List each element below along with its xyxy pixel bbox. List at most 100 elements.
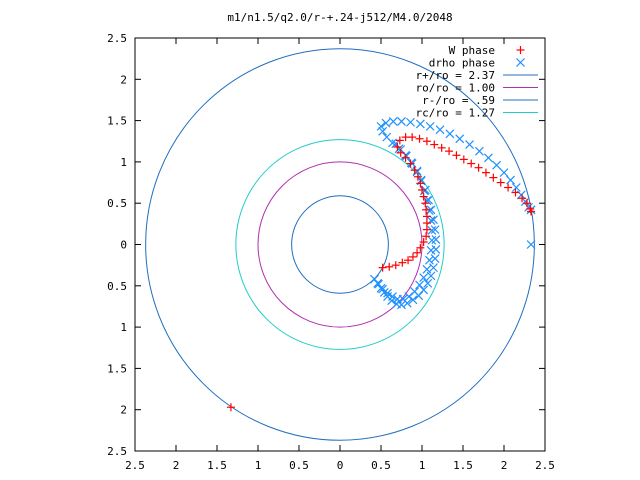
drho-phase-point-54: [391, 139, 401, 149]
drho-phase-point-45: [483, 153, 493, 163]
w-phase-point-40: [504, 183, 513, 192]
w-phase-point-33: [452, 151, 461, 160]
y-tick-label: 2.5: [107, 32, 127, 45]
drho-phase-point-38: [415, 119, 425, 129]
series-markers: [226, 117, 536, 412]
w-phase-point-21: [406, 159, 415, 168]
drho-phase-point-40: [435, 125, 445, 135]
y-tick-label: 2.5: [107, 445, 127, 458]
w-phase-point-13: [422, 212, 431, 221]
w-phase-point-37: [481, 168, 490, 177]
w-phase-point-39: [496, 178, 505, 187]
w-phase-point-32: [445, 147, 454, 156]
w-phase-point-4: [398, 258, 407, 267]
legend-entry-5: r-/ro = .59: [422, 94, 538, 107]
w-phase-point-8: [416, 243, 425, 252]
drho-phase-point-74: [392, 294, 402, 304]
drho-phase-point-77: [378, 284, 388, 294]
w-phase-point-25: [395, 136, 404, 145]
x-tick-label: 1: [419, 459, 426, 472]
drho-phase-point-47: [499, 168, 509, 178]
w-phase-point-19: [413, 172, 422, 181]
x-tick-label: 2: [501, 459, 508, 472]
legend-entry-6: rc/ro = 1.27: [416, 107, 538, 120]
w-phase-point-28: [415, 134, 424, 143]
drho-phase-point-14: [423, 278, 433, 288]
drho-phase-point-51: [520, 197, 530, 206]
x-tick-label: 2.5: [125, 459, 145, 472]
drho-phase-point-20: [430, 225, 440, 235]
legend-label: rc/ro = 1.27: [416, 107, 495, 120]
drho-phase-point-33: [376, 121, 386, 131]
drho-phase-point-67: [424, 255, 434, 265]
drho-phase-point-46: [492, 160, 502, 170]
w-phase-point-24: [393, 143, 402, 152]
y-tick-label: 1.5: [107, 362, 127, 375]
x-tick-label: 1.5: [453, 459, 473, 472]
drho-phase-point-66: [426, 245, 436, 255]
w-phase-point-41: [511, 188, 520, 197]
y-tick-label: 1: [120, 156, 127, 169]
x-tick-label: 0.5: [371, 459, 391, 472]
drho-phase-point-44: [474, 146, 484, 156]
circle-2: [257, 161, 423, 328]
x-tick-label: 2.5: [535, 459, 555, 472]
drho-phase-point-9: [397, 300, 406, 310]
y-tick-label: 1: [120, 321, 127, 334]
legend-marker: [516, 58, 525, 67]
x-tick-label: 1.5: [207, 459, 227, 472]
drho-phase-point-48: [506, 175, 515, 185]
circle-1: [145, 48, 535, 441]
drho-phase-point-37: [406, 117, 415, 127]
w-phase-point-20: [410, 166, 419, 175]
w-phase-point-45: [527, 207, 536, 216]
w-phase-point-15: [421, 199, 430, 208]
drho-phase-point-36: [397, 117, 406, 126]
drho-phase-point-49: [511, 183, 521, 192]
drho-phase-point-13: [419, 285, 429, 295]
w-phase-point-1: [378, 263, 387, 272]
y-tick-label: 0.5: [107, 197, 127, 210]
drho-phase-point-72: [404, 292, 414, 301]
legend-entry-1: W phase: [449, 44, 525, 57]
drho-phase-point-69: [419, 273, 429, 282]
drho-phase-point-35: [388, 117, 398, 126]
w-phase-point-36: [474, 163, 483, 172]
w-phase-point-43: [522, 199, 531, 208]
chart-title: m1/n1.5/q2.0/r-+.24-j512/M4.0/2048: [227, 11, 452, 24]
legend-entry-2: drho phase: [429, 57, 525, 70]
w-phase-point-31: [437, 143, 446, 152]
w-phase-point-18: [416, 179, 425, 188]
drho-phase-point-21: [429, 215, 438, 225]
drho-phase-point-0: [526, 240, 536, 249]
legend-label: ro/ro = 1.00: [416, 82, 495, 95]
drho-phase-point-75: [388, 292, 397, 301]
w-phase-point-9: [419, 238, 428, 247]
w-phase-point-2: [385, 262, 394, 271]
drho-phase-point-68: [422, 264, 432, 274]
drho-phase-point-64: [427, 226, 437, 235]
reference-circles: [145, 48, 535, 441]
w-phase-point-10: [422, 232, 431, 241]
legend-label: r+/ro = 2.37: [416, 69, 495, 82]
x-tick-label: 1: [255, 459, 262, 472]
legend-label: W phase: [449, 44, 495, 57]
drho-phase-point-31: [382, 132, 392, 142]
w-phase-point-5: [404, 256, 413, 265]
w-phase-point-14: [422, 205, 431, 214]
y-tick-label: 2: [120, 73, 127, 86]
y-tick-label: 0.5: [107, 280, 127, 293]
legend-marker: [516, 46, 525, 54]
drho-phase-point-34: [381, 118, 391, 128]
legend-entry-3: r+/ro = 2.37: [416, 69, 538, 82]
drho-phase-point-2: [370, 274, 379, 284]
w-phase-point-16: [419, 192, 428, 201]
drho-phase-point-70: [415, 280, 424, 290]
w-phase-point-38: [489, 173, 498, 182]
drho-phase-point-15: [426, 271, 436, 281]
drho-phase-point-78: [374, 279, 383, 289]
x-tick-label: 0: [337, 459, 344, 472]
